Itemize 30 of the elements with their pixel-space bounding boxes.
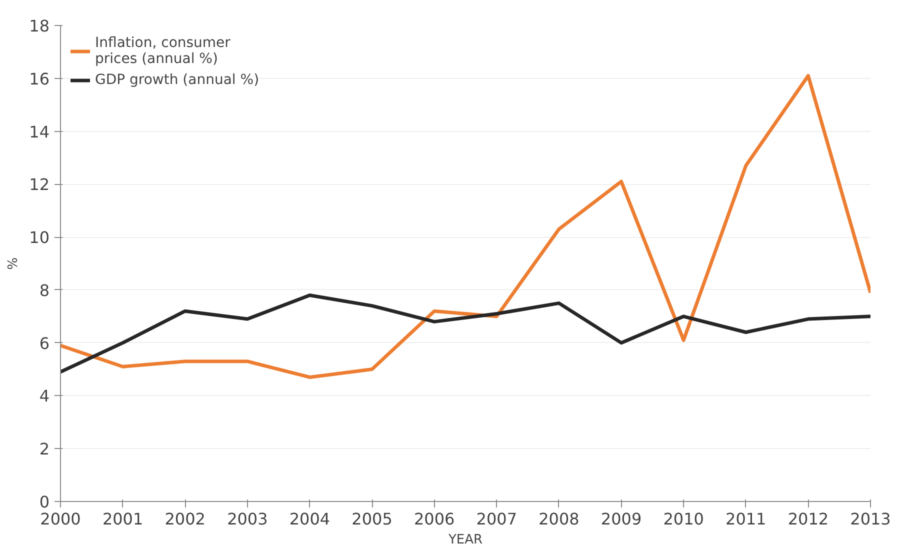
y-tick-label: 12	[29, 175, 50, 194]
x-tick-label: 2006	[414, 510, 455, 528]
x-tick-label: 2012	[788, 510, 829, 528]
y-axis-title: %	[6, 257, 22, 270]
line-series	[60, 293, 870, 374]
y-tick-label: 6	[39, 334, 50, 353]
x-tick-label: 2011	[726, 510, 766, 528]
x-tick-label: 2003	[227, 510, 268, 528]
y-tick-label: 18	[29, 16, 50, 36]
x-tick-label: 2000	[40, 510, 81, 528]
x-tick-label: 2001	[102, 510, 144, 528]
legend-label: Inflation, consumer prices (annual %)	[95, 35, 230, 67]
y-tick-label: 16	[29, 69, 50, 88]
line-series	[60, 74, 870, 379]
x-tick-label: 2007	[476, 510, 518, 528]
x-axis-title: YEAR	[447, 532, 483, 548]
x-tick-label: 2013	[850, 510, 891, 528]
x-tick-label: 2005	[352, 510, 392, 528]
y-tick-label: 2	[39, 440, 50, 459]
x-tick-label: 2004	[289, 510, 330, 528]
y-tick-label: 10	[29, 228, 50, 248]
x-tick-label: 2002	[164, 510, 206, 528]
y-tick-label: 4	[39, 386, 50, 406]
y-tick-label: 0	[39, 492, 50, 512]
legend-label: GDP growth (annual %)	[95, 72, 260, 88]
x-tick-label: 2009	[600, 510, 642, 528]
y-tick-label: 14	[29, 122, 50, 142]
x-tick-label: 2008	[538, 510, 580, 528]
y-tick-label: 8	[39, 280, 50, 300]
x-tick-label: 2010	[663, 510, 704, 528]
